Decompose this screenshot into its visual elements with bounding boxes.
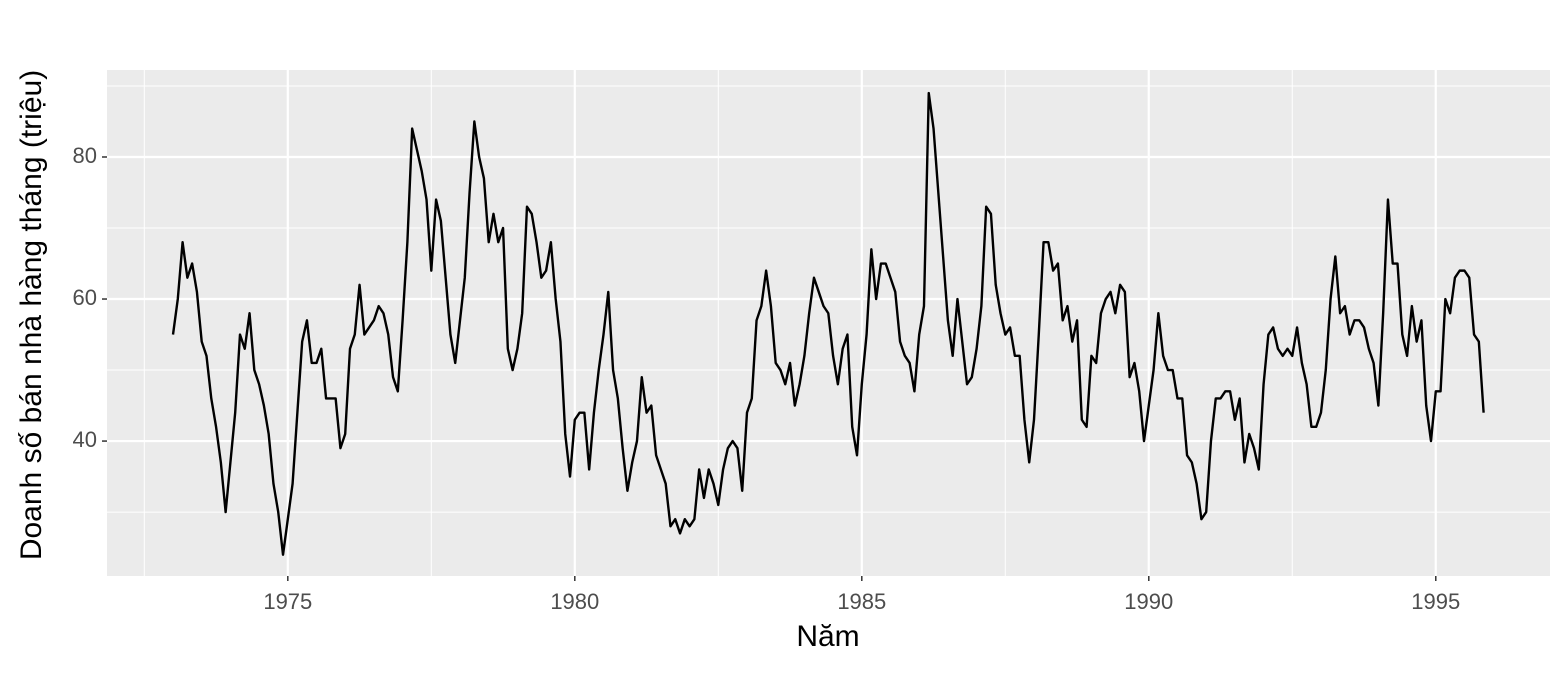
x-tick-label: 1990 [1124, 589, 1173, 614]
y-tick-label: 40 [73, 427, 97, 452]
x-axis-title: Năm [796, 620, 859, 653]
y-axis-title: Doanh số bán nhà hàng tháng (triệu) [15, 70, 48, 560]
grid: 40 60 80 1975 1980 1985 1990 1995 [73, 70, 1550, 614]
data-line [171, 91, 1485, 556]
x-tick-label: 1995 [1411, 589, 1460, 614]
y-tick-label: 60 [73, 285, 97, 310]
x-tick-label: 1975 [263, 589, 312, 614]
y-tick-label: 80 [73, 143, 97, 168]
marks [171, 91, 1485, 556]
x-tick-label: 1980 [550, 589, 599, 614]
x-tick-label: 1985 [837, 589, 886, 614]
